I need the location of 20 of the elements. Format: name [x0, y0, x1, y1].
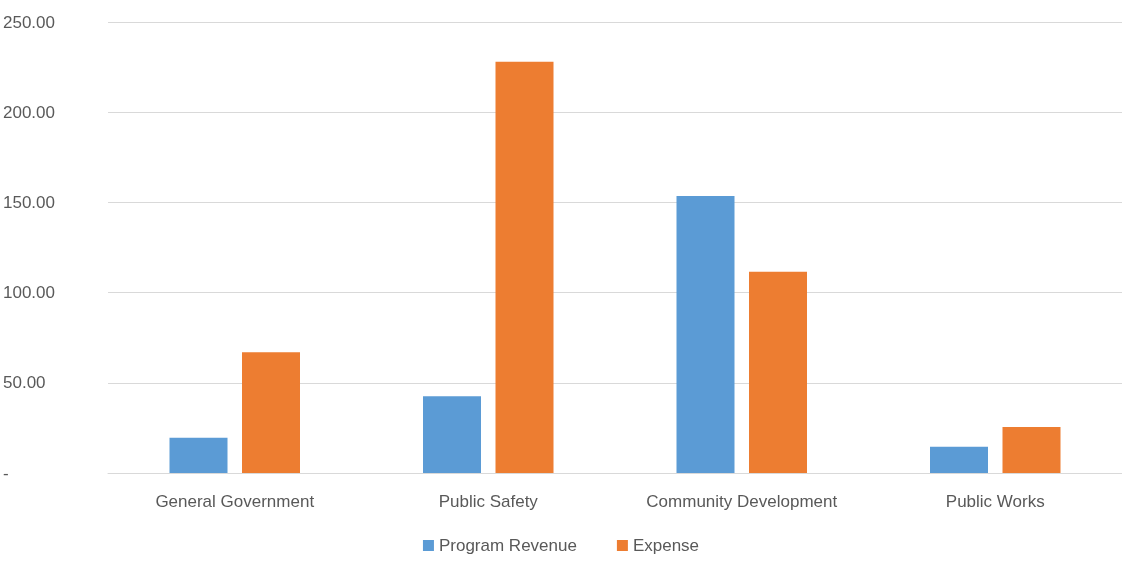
- legend-label: Expense: [632, 536, 700, 555]
- bar: [930, 446, 988, 473]
- y-tick-label: 100.00: [3, 283, 55, 303]
- bar: [242, 352, 300, 473]
- y-tick-label: 200.00: [3, 102, 55, 122]
- bar: [169, 437, 228, 473]
- legend-label: Program Revenue: [438, 536, 577, 555]
- x-tick-label: Public Safety: [438, 492, 539, 511]
- y-tick-label: -: [3, 463, 9, 483]
- y-tick-label: 50.00: [3, 373, 46, 393]
- x-tick-label: Public Works: [945, 492, 1045, 511]
- bar: [495, 61, 554, 473]
- bar: [676, 196, 735, 473]
- y-tick-label: 250.00: [3, 12, 55, 32]
- bar: [1002, 427, 1061, 473]
- x-tick-label: Community Development: [646, 492, 838, 511]
- y-tick-label: 150.00: [3, 192, 55, 212]
- x-tick-label: General Government: [155, 492, 315, 511]
- bar: [423, 396, 481, 473]
- bar: [749, 271, 807, 473]
